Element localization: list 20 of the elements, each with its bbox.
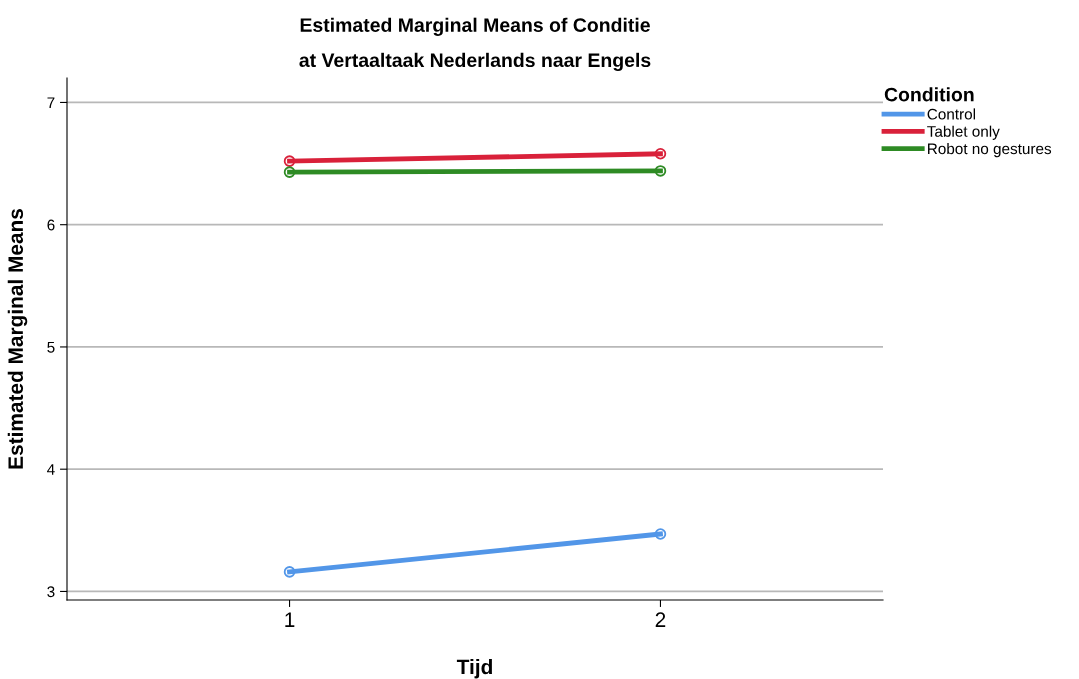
point [654, 528, 667, 540]
point [283, 166, 296, 178]
x-tick-label: 2 [655, 612, 666, 627]
y-tick-label: 3 [47, 586, 55, 598]
legend-label: Control [927, 108, 976, 120]
y-tick-label: 4 [47, 464, 55, 475]
y-tick-label: 5 [47, 341, 55, 353]
point [654, 148, 667, 160]
y-tick-label: 6 [47, 219, 55, 231]
x-axis-title: Tijd [456, 659, 492, 679]
y-tick-label: 7 [47, 97, 55, 108]
chart-title: Estimated Marginal Means of Conditie at Vertaaltaak Nederlands naar Engels [299, 17, 651, 72]
point [283, 566, 296, 578]
y-axis-title: Estimated Marginal Means [7, 209, 28, 469]
legend-title: Condition [884, 87, 974, 102]
point [654, 165, 667, 177]
legend-label: Tablet only [927, 125, 1000, 140]
point [283, 155, 296, 167]
x-tick-label: 1 [285, 612, 295, 627]
legend-label: Robot no gestures [928, 142, 1052, 158]
